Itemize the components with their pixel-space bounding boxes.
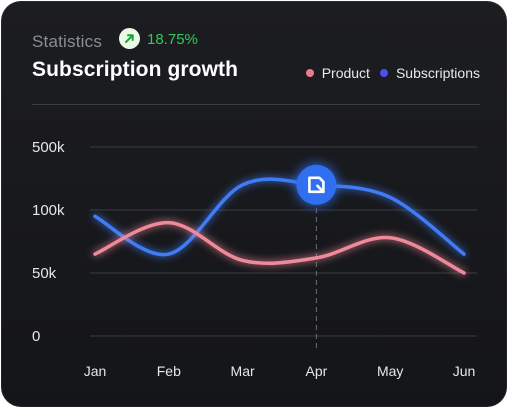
legend-dot-product [305,69,314,77]
arrow-up-right-icon [119,28,140,49]
chart-title: Subscription growth [32,58,239,81]
header-divider [32,104,480,105]
x-tick-label: Apr [306,363,328,379]
statistics-label: Statistics [32,32,103,51]
y-tick-label: 100k [32,202,65,219]
x-tick-label: May [377,363,403,379]
legend-dot-subscriptions [379,69,388,77]
series-line-product [93,220,466,275]
series-line-subscriptions [93,177,466,257]
legend-label-product: Product [321,65,370,81]
x-tick-label: Jan [84,363,107,379]
legend-item-subscriptions[interactable]: Subscriptions [379,65,480,81]
data-marker-icon[interactable] [296,164,337,205]
legend-label-subscriptions: Subscriptions [395,65,480,81]
y-tick-label: 50k [32,265,57,282]
y-tick-label: 0 [32,328,40,345]
y-tick-label: 500k [32,139,65,156]
x-tick-label: Feb [157,363,181,379]
x-tick-label: Mar [231,363,255,379]
trend-value: 18.75% [147,31,198,48]
chart-legend: Product Subscriptions [305,65,480,81]
legend-item-product[interactable]: Product [305,65,370,81]
x-tick-label: Jun [453,363,476,379]
